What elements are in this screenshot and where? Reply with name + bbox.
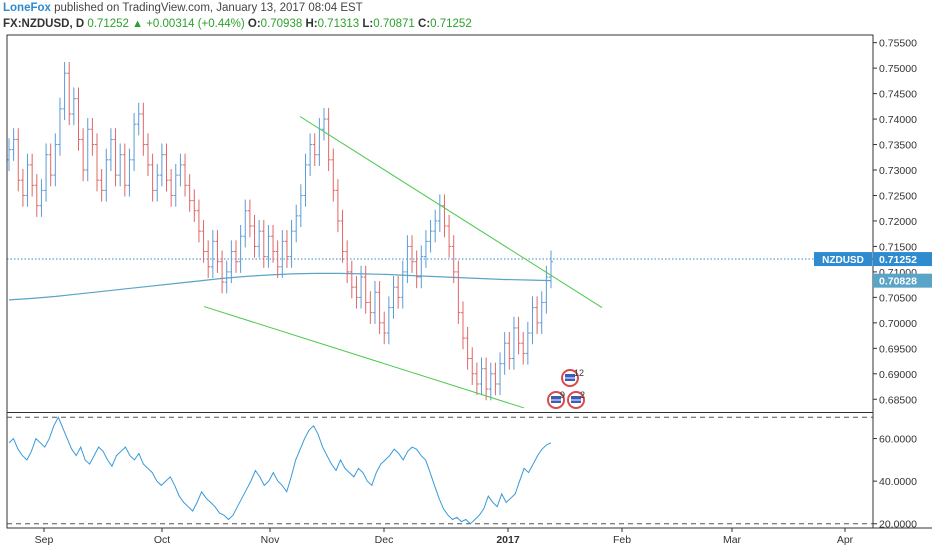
price-tick-label: 0.70500 bbox=[879, 292, 917, 304]
ma-tag: 0.70828 bbox=[879, 276, 917, 288]
low-label: L: bbox=[362, 18, 374, 30]
ma-tag-bg bbox=[873, 273, 932, 288]
last-price: 0.71252 bbox=[87, 18, 129, 30]
chart-attribution: LoneFox published on TradingView.com, Ja… bbox=[3, 0, 363, 16]
moving-average-line bbox=[8, 272, 552, 301]
time-tick-label: Dec bbox=[375, 534, 394, 546]
price-tick-label: 0.72000 bbox=[879, 216, 917, 228]
event-count-label: 9 bbox=[560, 390, 565, 400]
price-tick-label: 0.74000 bbox=[879, 114, 917, 126]
price-tick-label: 0.72500 bbox=[879, 190, 917, 202]
last-price-tag: 0.71252 bbox=[879, 254, 917, 266]
time-tick-label: Oct bbox=[154, 534, 170, 546]
us-flag-event-icon: 2 bbox=[567, 390, 585, 409]
author-link[interactable]: LoneFox bbox=[3, 2, 51, 14]
time-tick-label: Sep bbox=[35, 534, 54, 546]
price-tick-label: 0.74500 bbox=[879, 89, 917, 101]
upper-trendline bbox=[299, 116, 603, 308]
time-tick-label: Feb bbox=[613, 534, 631, 546]
price-tick-label: 0.75500 bbox=[879, 38, 917, 50]
close-value: 0.71252 bbox=[430, 18, 472, 30]
price-tick-label: 0.69500 bbox=[879, 343, 917, 355]
time-tick-label: Nov bbox=[261, 534, 280, 546]
price-tick-label: 0.70000 bbox=[879, 318, 917, 330]
price-change: +0.00314 (+0.44%) bbox=[146, 18, 245, 30]
price-tick-label: 0.73000 bbox=[879, 165, 917, 177]
rsi-line bbox=[8, 416, 552, 525]
rsi-tick-label: 60.0000 bbox=[879, 434, 917, 446]
publish-info: published on TradingView.com, January 13… bbox=[50, 2, 363, 14]
price-tick-label: 0.75000 bbox=[879, 63, 917, 75]
open-label: O: bbox=[247, 18, 261, 30]
time-tick-label: 2017 bbox=[496, 534, 520, 546]
symbol-tag-bg bbox=[814, 252, 872, 267]
last-price-tag-bg bbox=[873, 252, 932, 267]
time-tick-label: Apr bbox=[837, 534, 854, 546]
price-tick-label: 0.68500 bbox=[879, 394, 917, 406]
ohlc-legend: FX:NZDUSD, D 0.71252 ▲ +0.00314 (+0.44%)… bbox=[3, 16, 472, 32]
price-tick-label: 0.71500 bbox=[879, 241, 917, 253]
low-value: 0.70871 bbox=[373, 18, 415, 30]
symbol-tag: NZDUSD bbox=[822, 255, 864, 266]
us-flag-event-icon: 9 bbox=[547, 390, 565, 409]
price-tick-label: 0.73500 bbox=[879, 140, 917, 152]
open-value: 0.70938 bbox=[260, 18, 303, 30]
price-tick-label: 0.69000 bbox=[879, 369, 917, 381]
high-value: 0.71313 bbox=[317, 18, 360, 30]
time-tick-label: Mar bbox=[723, 534, 742, 546]
rsi-tick-label: 40.0000 bbox=[879, 476, 917, 488]
symbol-label[interactable]: FX:NZDUSD, D bbox=[3, 18, 85, 30]
high-label: H: bbox=[305, 18, 318, 30]
lower-trendline bbox=[203, 306, 525, 409]
close-label: C: bbox=[418, 18, 431, 30]
rsi-tick-label: 20.0000 bbox=[879, 519, 917, 531]
event-count-label: 2 bbox=[580, 390, 585, 400]
event-count-label: 12 bbox=[574, 368, 584, 378]
plot-frame bbox=[6, 34, 874, 529]
us-flag-event-icon: 12 bbox=[561, 368, 584, 387]
up-arrow-icon: ▲ bbox=[132, 18, 144, 30]
